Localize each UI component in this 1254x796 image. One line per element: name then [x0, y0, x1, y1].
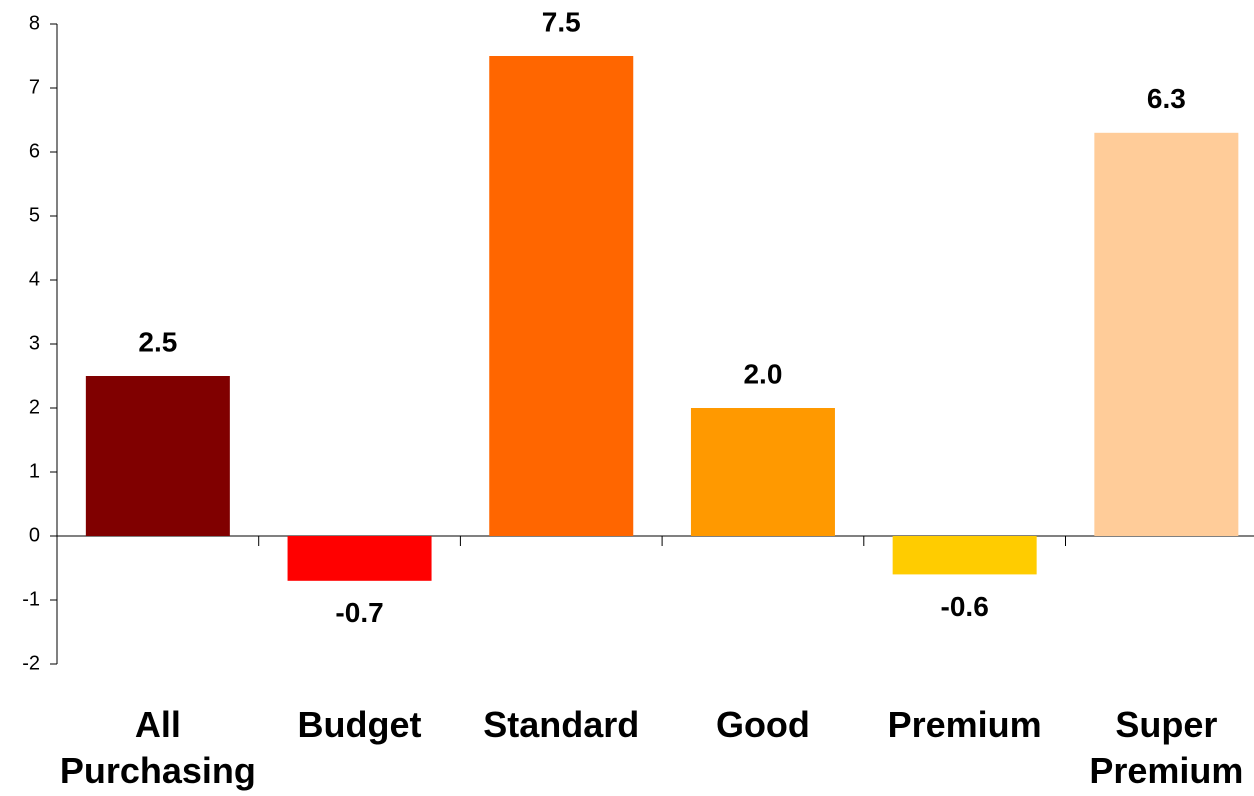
x-tick-label: Super Premium	[1089, 704, 1244, 791]
x-tick-label: Good	[715, 704, 810, 745]
value-label: -0.6	[941, 591, 989, 622]
bar	[690, 408, 835, 536]
value-label: 6.3	[1147, 83, 1186, 114]
value-label: -0.7	[335, 597, 383, 628]
y-tick-label: 7	[29, 76, 40, 98]
bar	[287, 536, 432, 581]
bar	[1094, 132, 1239, 537]
x-tick-label: Premium	[887, 704, 1042, 745]
y-tick-label: 5	[29, 204, 40, 226]
y-tick-label: 1	[29, 460, 40, 482]
bar	[85, 376, 230, 536]
y-tick-label: 4	[29, 268, 40, 290]
bar	[489, 56, 634, 536]
y-tick-label: 0	[29, 524, 40, 546]
y-tick-label: 3	[29, 332, 40, 354]
y-tick-label: -1	[22, 588, 40, 610]
y-tick-label: 8	[29, 12, 40, 34]
value-label: 2.5	[138, 326, 177, 357]
value-label: 2.0	[743, 358, 782, 389]
y-tick-label: 2	[29, 396, 40, 418]
x-tick-label: Budget	[297, 704, 422, 745]
x-tick-label: All Purchasing	[59, 704, 256, 791]
x-tick-label: Standard	[483, 704, 640, 745]
y-tick-label: -2	[22, 652, 40, 674]
value-label: 7.5	[542, 6, 581, 37]
bar	[892, 536, 1037, 575]
y-tick-label: 6	[29, 140, 40, 162]
